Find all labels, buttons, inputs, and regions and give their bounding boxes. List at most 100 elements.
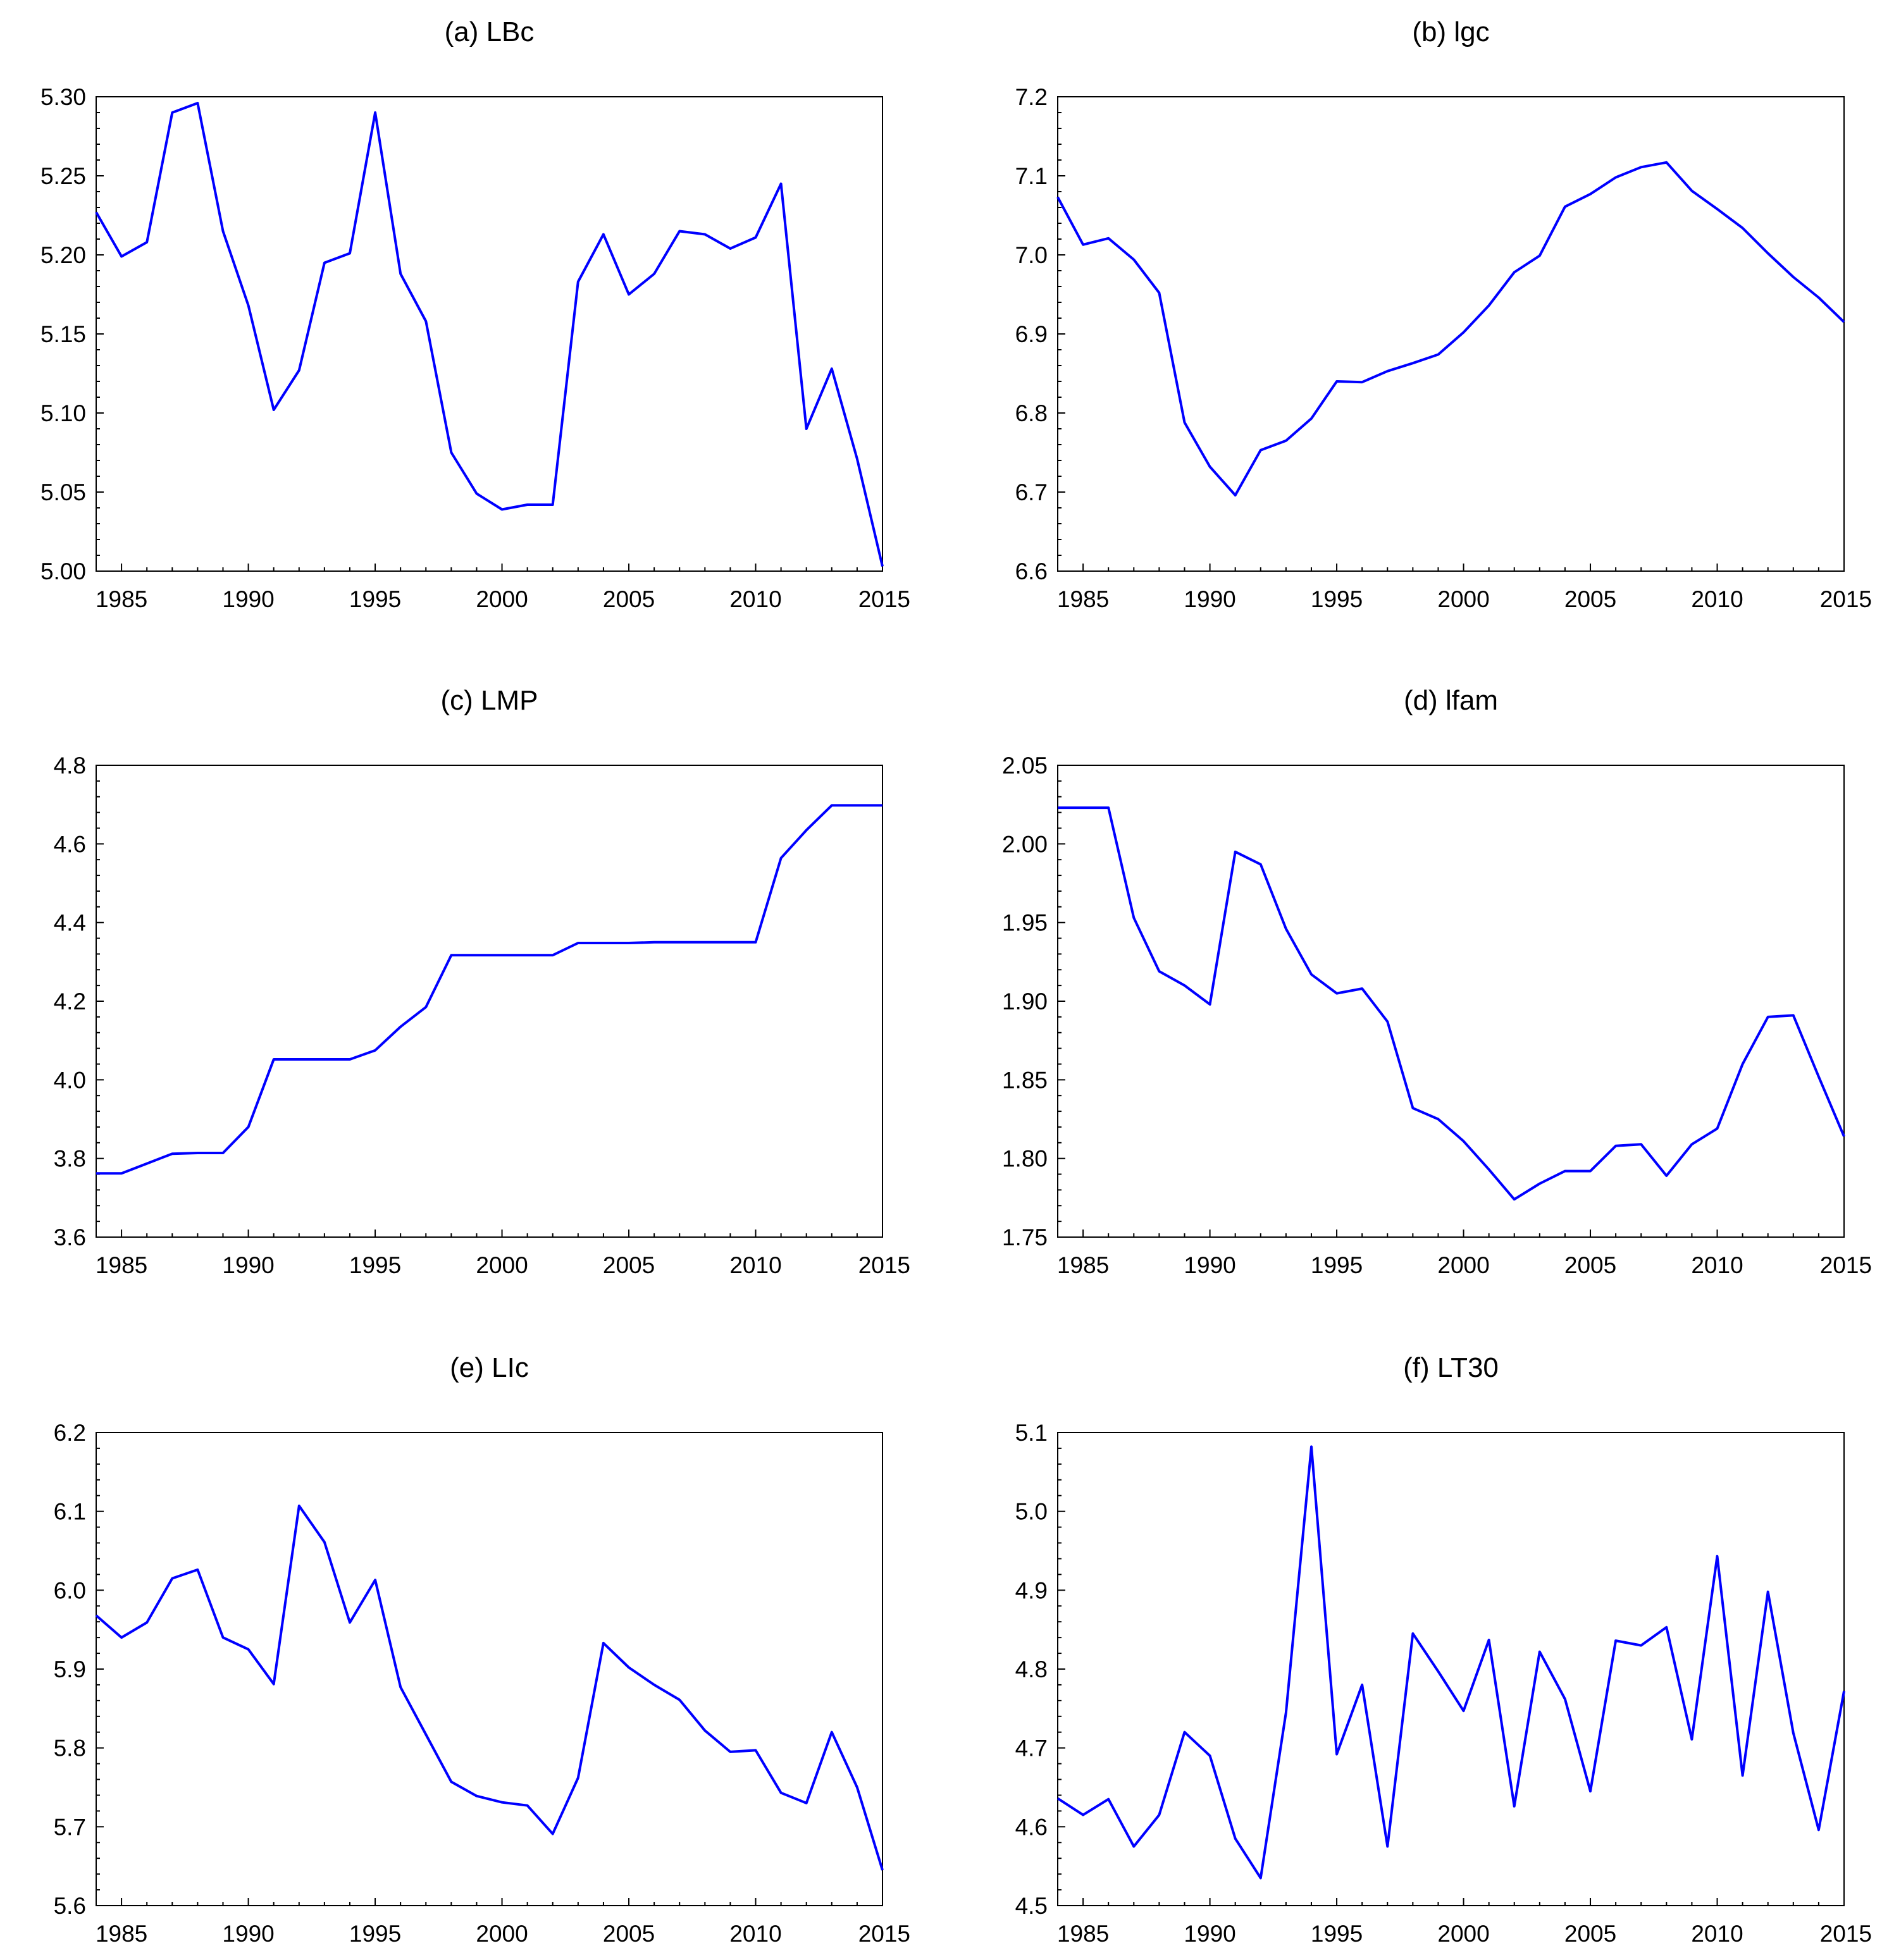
x-tick-label: 2015 <box>1820 586 1872 612</box>
x-tick-label: 2010 <box>1691 1921 1743 1947</box>
x-tick-label: 1985 <box>96 1252 147 1278</box>
x-tick-label: 2000 <box>476 1921 528 1947</box>
x-tick-label: 2000 <box>476 1252 528 1278</box>
x-tick-label: 2015 <box>1820 1921 1872 1947</box>
y-tick-label: 5.15 <box>40 321 86 347</box>
y-tick-label: 5.1 <box>1015 1420 1048 1446</box>
y-tick-label: 4.6 <box>1015 1814 1048 1840</box>
x-tick-label: 1990 <box>1184 586 1235 612</box>
y-tick-label: 6.2 <box>54 1420 86 1446</box>
y-tick-label: 6.7 <box>1015 479 1048 505</box>
y-tick-label: 4.9 <box>1015 1577 1048 1603</box>
y-tick-label: 6.1 <box>54 1499 86 1525</box>
plot-frame-a <box>96 96 883 572</box>
chart-title-d: (d) lfam <box>1404 685 1498 716</box>
chart-title-b: (b) lgc <box>1412 16 1489 47</box>
chart-title-e: (e) LIc <box>450 1352 529 1383</box>
x-tick-label: 1985 <box>1057 586 1109 612</box>
y-tick-label: 3.6 <box>54 1224 86 1250</box>
x-tick-label: 1995 <box>349 1252 401 1278</box>
x-tick-label: 1990 <box>222 1252 274 1278</box>
x-tick-label: 2015 <box>858 586 910 612</box>
y-tick-label: 7.2 <box>1015 84 1048 110</box>
y-tick-label: 4.8 <box>1015 1656 1048 1682</box>
chart-panel-b: (b) lgc 6.6 6.7 6.8 6.9 7.0 7.1 7.2 1985 1990 1995… <box>1015 16 1872 612</box>
plot-frame-e <box>96 1432 883 1906</box>
y-tick-label: 3.8 <box>54 1146 86 1172</box>
y-tick-label: 1.75 <box>1002 1224 1048 1250</box>
x-tick-label: 2000 <box>1437 1921 1489 1947</box>
x-tick-label: 2005 <box>603 1252 655 1278</box>
y-tick-label: 5.05 <box>40 479 86 505</box>
x-tick-label: 1985 <box>1057 1921 1109 1947</box>
x-tick-label: 2005 <box>1564 1252 1616 1278</box>
series-line-c-lmp <box>96 804 882 1175</box>
series-line-a-lbc <box>95 102 884 567</box>
y-tick-label: 5.9 <box>54 1656 86 1682</box>
x-tick-label: 1995 <box>1311 1921 1363 1947</box>
y-tick-label: 5.20 <box>40 242 86 268</box>
x-tick-label: 2010 <box>729 586 781 612</box>
y-tick-label: 6.0 <box>54 1577 86 1603</box>
chart-title-c: (c) LMP <box>441 685 538 716</box>
x-tick-label: 1985 <box>96 1921 147 1947</box>
chart-panel-c: (c) LMP 3.6 3.8 4.0 4.2 4.4 4.6 4.8 1985 1990 1995… <box>54 685 910 1278</box>
x-tick-label: 2000 <box>476 586 528 612</box>
y-tick-label: 5.6 <box>54 1893 86 1919</box>
y-tick-label: 1.80 <box>1002 1146 1048 1172</box>
x-tick-label: 2015 <box>858 1921 910 1947</box>
chart-title-f: (f) LT30 <box>1403 1352 1499 1383</box>
plot-frame-f <box>1057 1432 1845 1906</box>
x-tick-label: 2010 <box>1691 586 1743 612</box>
y-tick-label: 4.2 <box>54 989 86 1014</box>
y-tick-label: 6.6 <box>1015 558 1048 584</box>
y-tick-label: 1.90 <box>1002 989 1048 1014</box>
y-tick-label: 4.8 <box>54 753 86 779</box>
y-tick-label: 5.7 <box>54 1814 86 1840</box>
plot-frame-d <box>1057 765 1845 1238</box>
x-tick-label: 2015 <box>858 1252 910 1278</box>
series-line-b-lgc <box>1056 161 1845 496</box>
y-tick-label: 6.8 <box>1015 400 1048 426</box>
x-tick-label: 1985 <box>1057 1252 1109 1278</box>
y-tick-label: 5.30 <box>40 84 86 110</box>
x-tick-label: 2005 <box>603 1921 655 1947</box>
y-tick-label: 1.85 <box>1002 1067 1048 1093</box>
y-tick-label: 7.0 <box>1015 242 1048 268</box>
x-tick-label: 1985 <box>96 586 147 612</box>
x-tick-label: 2005 <box>1564 586 1616 612</box>
plot-frame-c <box>96 765 883 1238</box>
x-tick-label: 1995 <box>1311 1252 1363 1278</box>
plot-frame-b <box>1057 96 1845 572</box>
chart-panel-f: (f) LT30 4.5 4.6 4.7 4.8 4.9 5.0 5.1 1985 1990 199… <box>1015 1352 1872 1947</box>
y-tick-label: 7.1 <box>1015 163 1048 189</box>
x-tick-label: 1990 <box>222 586 274 612</box>
y-tick-label: 2.00 <box>1002 831 1048 857</box>
x-tick-label: 1995 <box>349 1921 401 1947</box>
x-tick-label: 1995 <box>349 586 401 612</box>
y-tick-label: 5.8 <box>54 1735 86 1761</box>
x-tick-label: 1990 <box>1184 1921 1235 1947</box>
y-tick-label: 4.4 <box>54 910 86 936</box>
y-tick-label: 5.00 <box>40 558 86 584</box>
y-tick-label: 6.9 <box>1015 321 1048 347</box>
y-tick-label: 4.6 <box>54 831 86 857</box>
x-tick-label: 2005 <box>603 586 655 612</box>
x-tick-label: 1990 <box>222 1921 274 1947</box>
series-line-d-lfam <box>1058 806 1845 1201</box>
y-tick-label: 2.05 <box>1002 753 1048 779</box>
y-tick-label: 5.10 <box>40 400 86 426</box>
chart-title-a: (a) LBc <box>445 16 535 47</box>
series-line-f-lt30 <box>1056 1445 1845 1880</box>
y-tick-label: 1.95 <box>1002 910 1048 936</box>
chart-panel-a: (a) LBc 5.00 5.05 5.10 5.15 5.20 5.25 5.30 1985 1… <box>40 16 910 612</box>
x-tick-label: 1995 <box>1311 586 1363 612</box>
x-tick-label: 2005 <box>1564 1921 1616 1947</box>
x-tick-label: 2010 <box>1691 1252 1743 1278</box>
y-tick-label: 5.0 <box>1015 1499 1048 1525</box>
x-tick-label: 2010 <box>729 1252 781 1278</box>
y-tick-label: 4.0 <box>54 1067 86 1093</box>
y-tick-label: 5.25 <box>40 163 86 189</box>
x-tick-label: 2000 <box>1437 1252 1489 1278</box>
